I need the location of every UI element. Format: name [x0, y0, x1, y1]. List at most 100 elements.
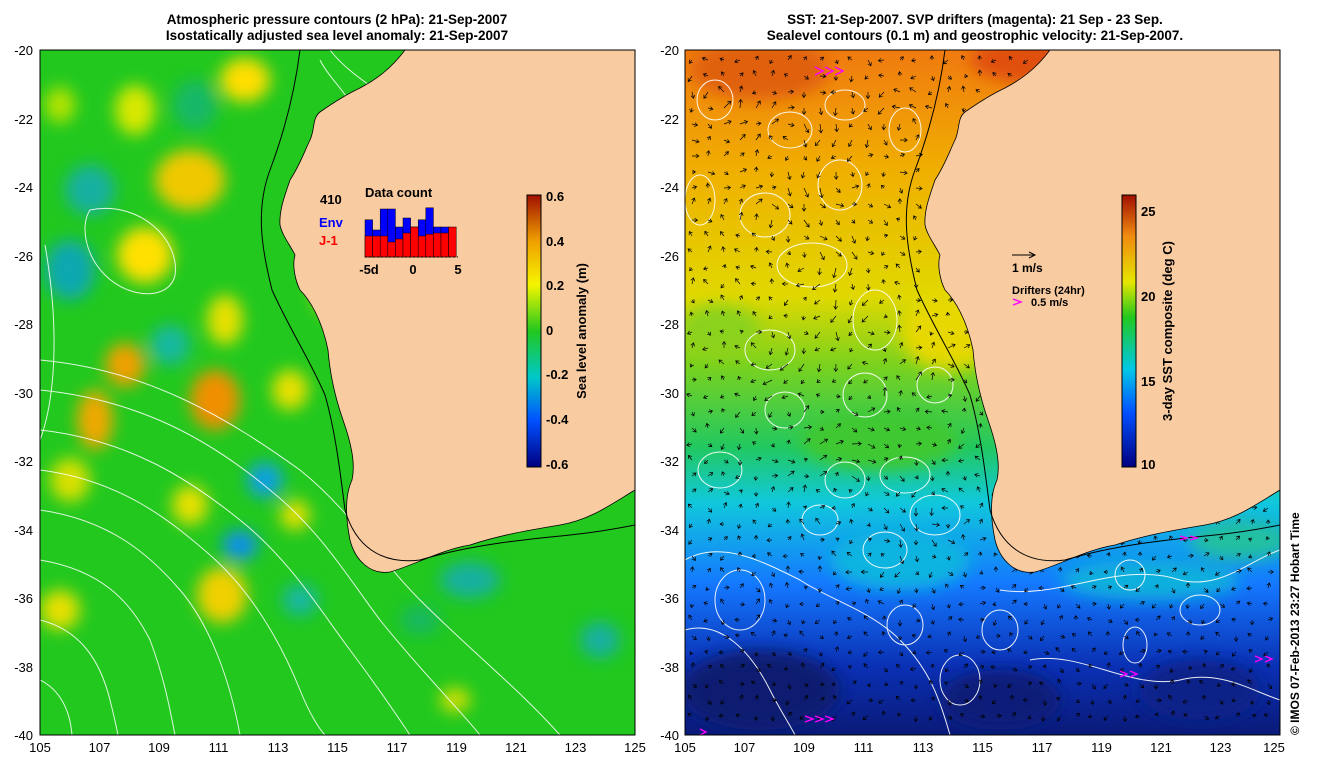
velocity-arrow — [1235, 600, 1241, 605]
velocity-arrow — [1262, 507, 1269, 512]
velocity-arrow — [975, 89, 981, 94]
velocity-arrow — [787, 487, 794, 493]
velocity-arrow — [720, 310, 726, 317]
velocity-arrow — [737, 567, 742, 573]
velocity-arrow — [1219, 699, 1224, 705]
velocity-arrow — [723, 459, 729, 464]
velocity-arrow — [1007, 72, 1013, 77]
velocity-arrow — [720, 231, 725, 237]
velocity-arrow — [1201, 662, 1207, 669]
velocity-arrow — [707, 218, 713, 223]
velocity-arrow — [787, 171, 792, 181]
velocity-arrow — [1182, 699, 1189, 704]
velocity-arrow — [992, 72, 997, 77]
velocity-arrow — [1267, 683, 1273, 690]
velocity-arrow — [835, 423, 841, 429]
velocity-arrow — [738, 211, 744, 221]
velocity-arrow — [877, 107, 885, 115]
left-x-tick: 123 — [565, 740, 587, 755]
velocity-arrow — [787, 536, 792, 541]
velocity-arrow — [883, 314, 888, 319]
velocity-arrow — [835, 456, 843, 462]
velocity-arrow — [734, 617, 741, 623]
velocity-arrow — [863, 651, 869, 657]
velocity-arrow — [803, 405, 810, 413]
velocity-arrow — [817, 565, 823, 573]
left-y-tick: -20 — [14, 43, 33, 58]
velocity-arrow — [755, 184, 764, 190]
velocity-arrow — [803, 438, 811, 445]
velocity-arrow — [755, 598, 760, 605]
velocity-arrow — [1011, 667, 1018, 672]
velocity-arrow — [691, 488, 697, 493]
velocity-arrow — [752, 441, 757, 446]
velocity-arrow — [1056, 715, 1061, 722]
velocity-arrow — [787, 470, 795, 477]
sla-colorbar-tick: 0.4 — [546, 234, 565, 249]
velocity-arrow — [687, 248, 693, 253]
velocity-arrow — [897, 619, 903, 627]
velocity-arrow — [753, 475, 759, 481]
velocity-arrow — [850, 171, 855, 178]
velocity-arrow — [926, 425, 933, 430]
velocity-arrow — [913, 683, 919, 690]
velocity-arrow — [866, 183, 871, 189]
velocity-arrow — [737, 535, 742, 541]
velocity-arrow — [848, 489, 853, 494]
velocity-arrow — [1043, 603, 1048, 610]
velocity-arrow — [1091, 585, 1097, 590]
velocity-arrow — [803, 424, 813, 430]
velocity-arrow — [883, 507, 890, 514]
velocity-arrow — [703, 394, 709, 399]
velocity-arrow — [751, 232, 757, 237]
velocity-arrow — [1169, 678, 1175, 685]
velocity-arrow — [1219, 603, 1226, 608]
velocity-arrow — [785, 518, 791, 525]
velocity-arrow — [899, 681, 904, 686]
sst-colorbar-tick: 20 — [1141, 289, 1155, 304]
right-map-frame — [684, 49, 1281, 736]
velocity-arrow — [848, 331, 853, 337]
velocity-arrow — [769, 278, 775, 285]
velocity-arrow — [896, 375, 901, 381]
sst-land — [924, 50, 1280, 573]
velocity-arrow — [898, 539, 903, 548]
velocity-arrow — [752, 519, 757, 525]
velocity-arrow — [1230, 586, 1237, 591]
velocity-arrow — [1214, 715, 1221, 720]
velocity-arrow — [946, 555, 951, 561]
velocity-arrow — [720, 567, 725, 573]
velocity-arrow — [707, 665, 712, 670]
velocity-arrow — [799, 518, 805, 525]
velocity-arrow — [930, 603, 936, 611]
sla-anomaly-blobs — [40, 58, 620, 712]
velocity-arrow — [783, 313, 789, 319]
velocity-arrow — [929, 507, 934, 517]
velocity-arrow — [866, 587, 871, 594]
sla-colorbar-tick: 0 — [546, 323, 553, 338]
velocity-arrow — [894, 280, 901, 286]
velocity-arrow — [770, 486, 776, 493]
velocity-arrow — [707, 377, 712, 382]
velocity-arrow — [867, 427, 875, 432]
velocity-arrow — [897, 324, 902, 333]
velocity-arrow — [689, 267, 694, 272]
velocity-arrow — [762, 379, 773, 386]
velocity-arrow — [690, 299, 695, 304]
velocity-arrow — [1023, 601, 1029, 607]
velocity-arrow — [818, 219, 824, 226]
velocity-arrow — [704, 363, 709, 369]
velocity-arrow — [883, 538, 891, 543]
velocity-arrow — [851, 680, 857, 685]
velocity-arrow — [947, 377, 955, 383]
left-y-tick: -40 — [14, 728, 33, 743]
velocity-arrow — [851, 251, 858, 260]
velocity-arrow — [818, 107, 824, 116]
velocity-arrow — [847, 315, 853, 324]
velocity-arrow — [706, 197, 712, 205]
velocity-arrow — [750, 281, 757, 287]
velocity-arrow — [867, 407, 876, 413]
velocity-arrow — [867, 331, 875, 336]
velocity-arrow — [927, 634, 933, 639]
velocity-arrow — [848, 139, 853, 148]
